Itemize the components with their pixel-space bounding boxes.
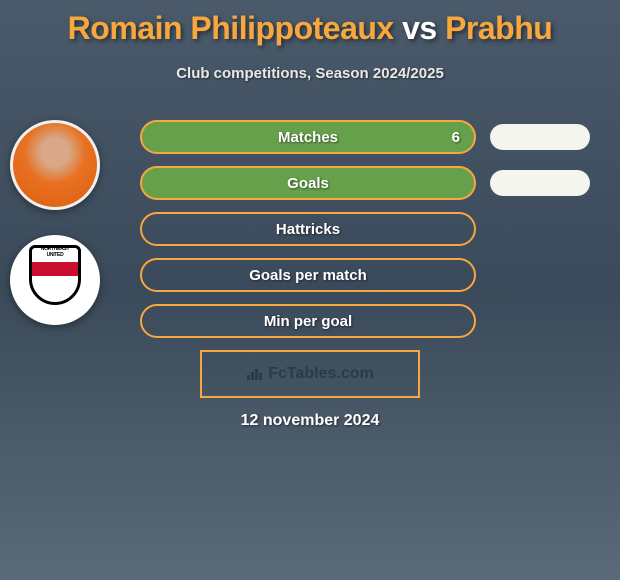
stat-label: Goals per match xyxy=(249,267,367,284)
stat-bars: Matches 6 Goals Hattricks Goals per match Min… xyxy=(140,120,600,350)
stat-row: Matches 6 xyxy=(140,120,600,154)
stat-bar-left: Matches 6 xyxy=(140,120,476,154)
stat-value: 6 xyxy=(452,129,460,146)
badge-shield-wrap: NORTHEAST UNITED xyxy=(25,245,85,315)
date: 12 november 2024 xyxy=(0,412,620,430)
player1-avatar xyxy=(10,120,100,210)
stat-row: Goals per match xyxy=(140,258,600,292)
badge-stripe xyxy=(32,262,78,276)
page-title: Romain Philippoteaux vs Prabhu xyxy=(0,0,620,47)
subtitle: Club competitions, Season 2024/2025 xyxy=(0,65,620,82)
stat-row: Goals xyxy=(140,166,600,200)
player2-badge: NORTHEAST UNITED xyxy=(10,235,100,325)
avatar-column: NORTHEAST UNITED xyxy=(10,120,100,350)
title-player2: Prabhu xyxy=(445,10,552,46)
stat-bar-right xyxy=(490,124,590,150)
title-player1: Romain Philippoteaux xyxy=(68,10,394,46)
fctables-attribution: FcTables.com xyxy=(200,350,420,398)
fctables-text: FcTables.com xyxy=(268,365,374,383)
stat-row: Hattricks xyxy=(140,212,600,246)
stat-label: Hattricks xyxy=(276,221,340,238)
stat-label: Matches xyxy=(278,129,338,146)
title-vs: vs xyxy=(402,10,437,46)
stat-bar-left: Hattricks xyxy=(140,212,476,246)
stat-bar-left: Goals per match xyxy=(140,258,476,292)
badge-text: NORTHEAST UNITED xyxy=(32,246,78,258)
stat-label: Min per goal xyxy=(264,313,352,330)
stat-row: Min per goal xyxy=(140,304,600,338)
stat-bar-left: Min per goal xyxy=(140,304,476,338)
stat-bar-right xyxy=(490,170,590,196)
badge-shield: NORTHEAST UNITED xyxy=(29,245,81,305)
stat-label: Goals xyxy=(287,175,329,192)
bar-chart-icon xyxy=(246,367,264,381)
comparison-infographic: Romain Philippoteaux vs Prabhu Club comp… xyxy=(0,0,620,580)
stat-bar-left: Goals xyxy=(140,166,476,200)
